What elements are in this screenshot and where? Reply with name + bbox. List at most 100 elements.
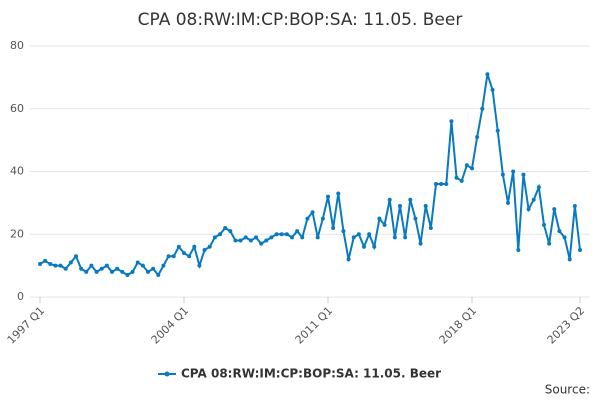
point	[362, 244, 366, 249]
x-tick-label: 2004 Q1	[149, 304, 192, 347]
point	[305, 216, 310, 221]
point	[182, 251, 186, 256]
point	[536, 185, 541, 190]
point	[485, 72, 490, 77]
point	[367, 232, 372, 237]
point	[43, 258, 48, 263]
point	[552, 207, 557, 212]
point	[531, 197, 536, 202]
point	[557, 229, 562, 234]
point	[315, 235, 320, 240]
point	[423, 204, 428, 209]
point	[264, 238, 269, 243]
point	[464, 163, 469, 168]
point	[372, 244, 377, 249]
point	[403, 235, 408, 240]
point	[120, 269, 125, 274]
point	[212, 235, 217, 240]
x-tick-label: 2011 Q1	[293, 304, 336, 347]
point	[151, 266, 156, 271]
point	[526, 207, 531, 212]
point	[207, 244, 212, 249]
point	[68, 260, 73, 265]
point	[320, 216, 325, 221]
point	[279, 232, 284, 237]
point	[74, 254, 78, 259]
point	[218, 232, 222, 237]
point	[125, 273, 130, 278]
point	[547, 241, 552, 246]
point	[542, 222, 546, 227]
point	[48, 262, 53, 267]
x-tick-label: 2018 Q1	[437, 304, 480, 347]
point	[99, 266, 104, 271]
point	[454, 175, 459, 180]
point	[434, 182, 438, 187]
point	[259, 241, 264, 246]
point	[146, 269, 150, 274]
point	[94, 269, 99, 274]
point	[562, 235, 567, 240]
point	[202, 247, 207, 252]
point	[418, 241, 423, 246]
point	[408, 197, 413, 202]
legend-label: CPA 08:RW:IM:CP:BOP:SA: 11.05. Beer	[181, 367, 441, 381]
point	[84, 269, 89, 274]
point	[470, 166, 474, 171]
point	[197, 263, 202, 268]
y-tick-label: 20	[10, 227, 24, 240]
point	[567, 257, 572, 262]
point	[58, 263, 63, 268]
point	[341, 229, 346, 234]
point	[377, 216, 382, 221]
point	[578, 247, 582, 252]
point	[53, 263, 58, 268]
point	[521, 172, 526, 177]
point	[140, 263, 145, 268]
point	[187, 254, 192, 259]
point	[326, 194, 330, 199]
point	[392, 235, 397, 240]
point	[238, 238, 243, 243]
legend-marker	[164, 371, 170, 377]
point	[130, 269, 135, 274]
point	[413, 216, 418, 221]
point	[243, 235, 248, 240]
point	[223, 225, 228, 230]
point	[475, 134, 480, 139]
point	[135, 260, 140, 265]
point	[351, 235, 356, 240]
point	[439, 182, 444, 187]
point	[310, 210, 315, 215]
point	[572, 204, 577, 209]
point	[171, 254, 176, 259]
point	[166, 254, 171, 259]
point	[110, 269, 114, 274]
point	[161, 263, 166, 268]
point	[300, 235, 305, 240]
point	[382, 222, 387, 227]
point	[336, 191, 341, 196]
chart-title: CPA 08:RW:IM:CP:BOP:SA: 11.05. Beer	[138, 10, 463, 30]
point	[387, 197, 392, 202]
point	[176, 244, 181, 249]
point	[500, 172, 505, 177]
point	[346, 257, 351, 262]
point	[459, 178, 464, 183]
point	[444, 182, 449, 187]
x-tick-label: 2023 Q2	[545, 304, 588, 347]
point	[233, 238, 238, 243]
source: Source:	[545, 383, 590, 397]
point	[38, 262, 42, 267]
point	[89, 263, 94, 268]
point	[290, 235, 294, 240]
point	[115, 266, 120, 271]
y-tick-label: 40	[10, 165, 24, 178]
point	[506, 200, 510, 205]
point	[295, 229, 300, 234]
point	[516, 247, 521, 252]
y-tick-label: 60	[10, 102, 24, 115]
point	[63, 266, 68, 271]
point	[192, 244, 197, 249]
